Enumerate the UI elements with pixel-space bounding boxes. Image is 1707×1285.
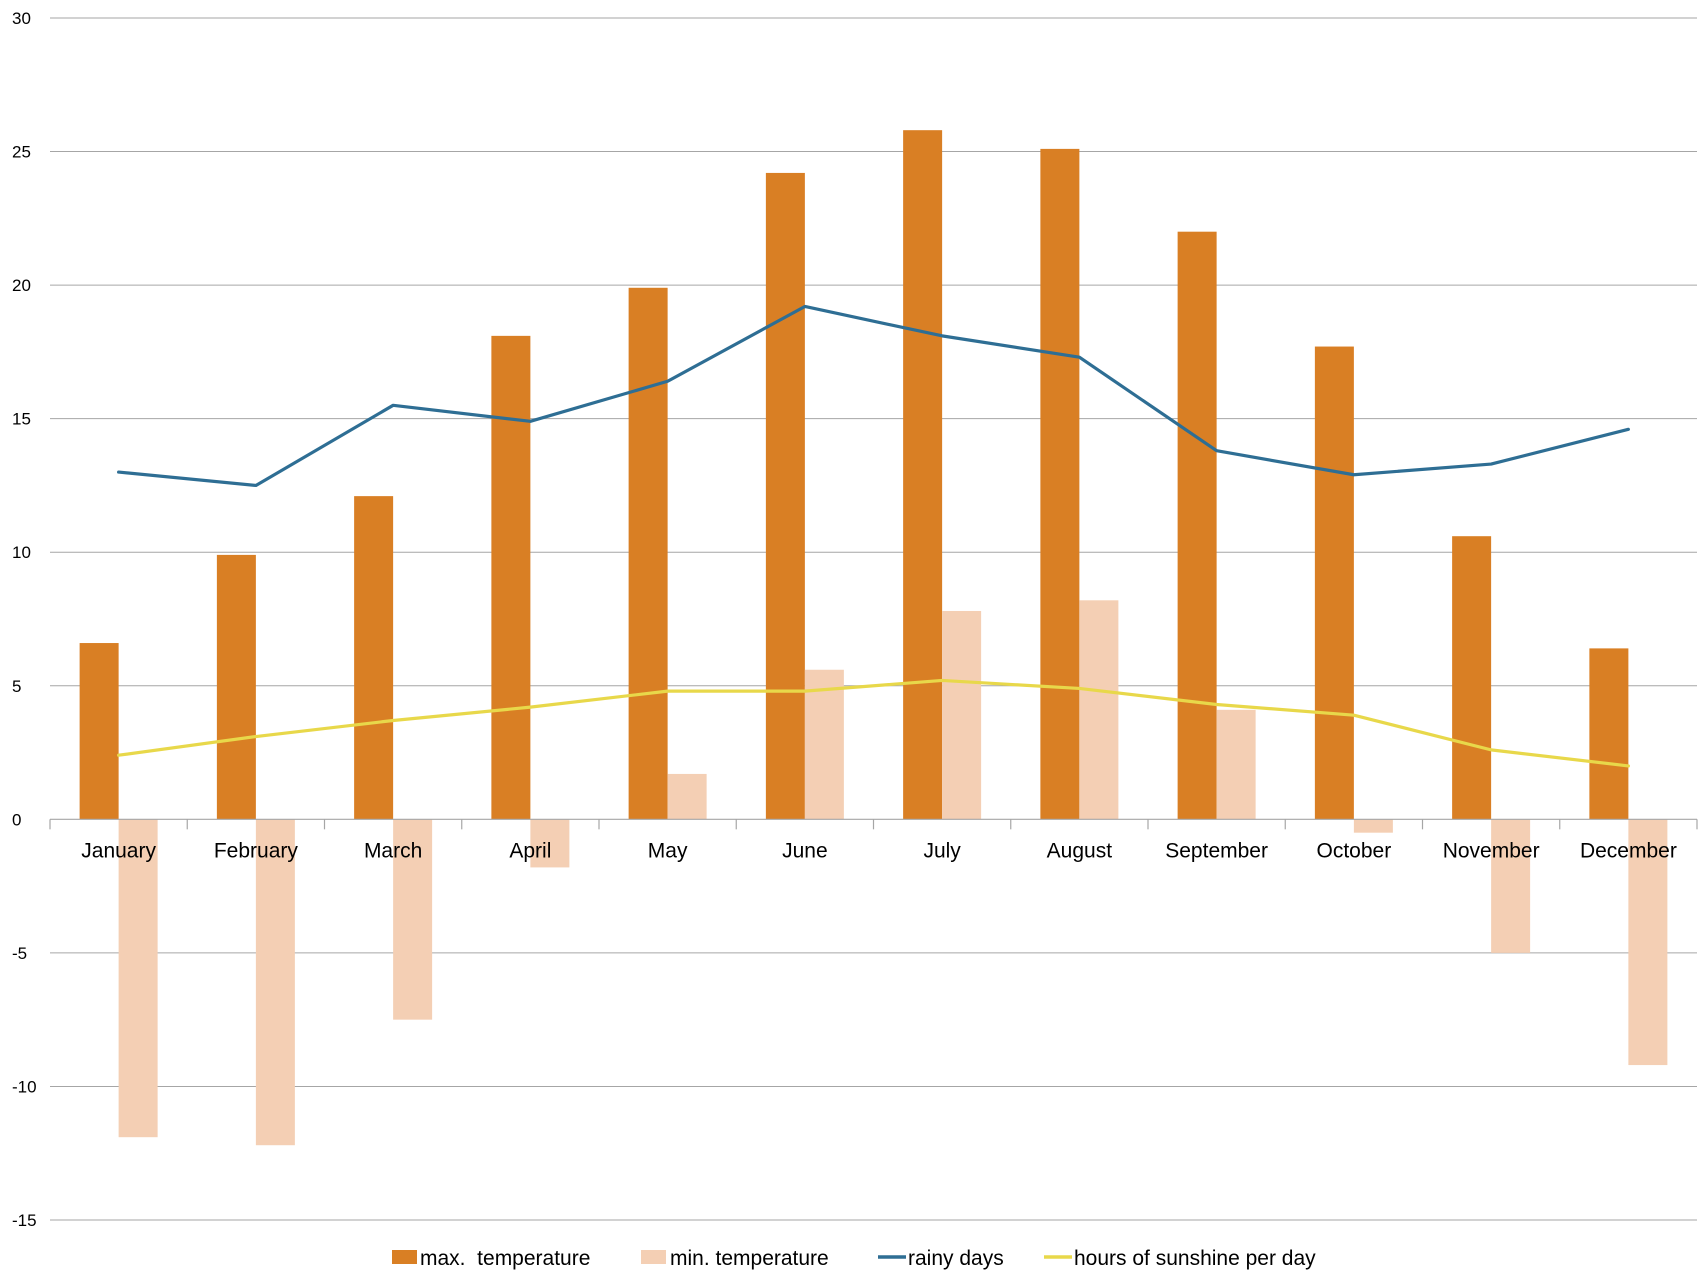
max-temperature-bar — [1589, 648, 1629, 820]
min-temperature-bar — [1628, 819, 1668, 1066]
max-temperature-bar — [1314, 346, 1354, 820]
x-category-label: February — [214, 839, 299, 862]
min-temperature-bar — [255, 819, 295, 1146]
min-temperature-bar — [1353, 819, 1393, 833]
max-temperature-bar — [765, 172, 805, 820]
x-axis-category-labels: January February March April May June July Augu… — [81, 839, 1677, 862]
x-axis — [49, 818, 1698, 830]
max-temperature-bar — [491, 335, 531, 820]
legend-label: hours of sunshine per day — [1074, 1247, 1316, 1270]
max-temperature-bar — [1040, 148, 1080, 820]
min-temperature-bar — [667, 773, 707, 820]
x-category-label: April — [509, 839, 551, 862]
legend-label: max. temperature — [420, 1247, 590, 1270]
max-temperature-bar — [216, 554, 256, 820]
x-category-label: December — [1580, 839, 1677, 862]
min-temperature-bar — [393, 819, 433, 1020]
x-category-label: June — [782, 839, 828, 862]
legend-swatch — [641, 1250, 666, 1264]
x-category-label: May — [648, 839, 688, 862]
max-temperature-bar — [903, 130, 943, 820]
max-temperature-bar — [1452, 536, 1492, 820]
y-tick-label: -10 — [12, 1077, 37, 1096]
min-temperature-bar — [942, 610, 982, 820]
max-temperature-bar — [354, 496, 394, 820]
gridlines — [50, 17, 1697, 1221]
max-temperature-bar — [1177, 231, 1217, 820]
y-tick-label: -15 — [12, 1211, 37, 1230]
y-tick-label: 0 — [12, 810, 21, 829]
min-temperature-bar — [118, 819, 158, 1138]
min-temperature-bar — [530, 819, 570, 868]
min-temperature-bar — [1216, 709, 1256, 820]
legend-swatch — [392, 1250, 417, 1264]
x-category-label: July — [923, 839, 961, 862]
y-tick-label: 30 — [12, 9, 31, 28]
y-tick-label: 15 — [12, 410, 31, 429]
legend-label: min. temperature — [670, 1247, 829, 1270]
x-category-label: October — [1317, 839, 1392, 862]
x-category-label: November — [1443, 839, 1540, 862]
max-temperature-bar — [628, 287, 668, 820]
y-tick-label: 25 — [12, 143, 31, 162]
x-category-label: March — [364, 839, 422, 862]
max-temperature-bar — [79, 643, 119, 820]
min-temperature-bar — [1491, 819, 1531, 953]
y-tick-label: 10 — [12, 543, 31, 562]
x-category-label: January — [81, 839, 156, 862]
y-tick-label: -5 — [12, 944, 27, 963]
legend: max. temperature min. temperature rainy da… — [392, 1247, 1316, 1270]
sunshine-hours-line — [117, 678, 1630, 768]
lines — [117, 304, 1630, 768]
x-category-label: August — [1047, 839, 1113, 862]
x-category-label: September — [1165, 839, 1268, 862]
min-temperature-bar — [804, 669, 844, 820]
legend-label: rainy days — [908, 1247, 1004, 1270]
y-tick-label: 20 — [12, 276, 31, 295]
min-temperature-bar — [1079, 600, 1119, 820]
rainy-days-line — [117, 304, 1630, 488]
y-axis-tick-labels: 30 25 20 15 10 5 0 -5 -10 -15 — [12, 9, 37, 1230]
bars — [79, 130, 1668, 1146]
y-tick-label: 5 — [12, 677, 21, 696]
